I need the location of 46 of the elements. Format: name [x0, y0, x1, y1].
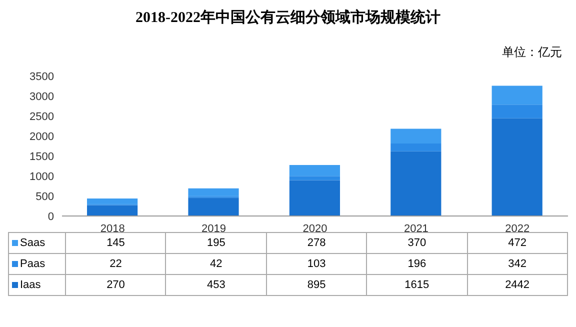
y-tick-label: 1500	[30, 150, 54, 163]
bar	[289, 180, 340, 216]
data-label: 195	[166, 233, 267, 253]
y-tick-label: 3500	[30, 70, 54, 83]
y-tick-label: 500	[36, 190, 54, 203]
legend-label: Iaas	[20, 279, 41, 291]
y-tick-label: 2000	[30, 130, 54, 143]
x-tick-label: 2022	[505, 222, 530, 235]
bar	[188, 188, 239, 196]
x-tick-label: 2021	[404, 222, 428, 235]
y-tick-label: 0	[48, 210, 54, 223]
y-tick-label: 2500	[30, 110, 54, 123]
text: 单位：亿元	[502, 44, 562, 61]
bar	[390, 128, 442, 144]
data-label: 342	[468, 254, 568, 274]
x-tick-label: 2019	[202, 222, 226, 235]
bar	[87, 205, 138, 216]
data-label: 453	[166, 275, 267, 295]
data-label: 370	[367, 233, 468, 253]
x-tick-label: 2020	[302, 222, 328, 235]
legend-label: Saas	[20, 237, 46, 249]
bar	[492, 86, 542, 105]
bar	[289, 164, 340, 176]
data-label: 2442	[468, 275, 568, 295]
x-tick-label: 2018	[100, 222, 125, 235]
bar	[390, 151, 442, 216]
data-label: 22	[66, 254, 166, 274]
bar	[188, 198, 239, 216]
data-label: 278	[266, 233, 368, 253]
bar	[492, 118, 542, 216]
data-label: 1615	[367, 275, 468, 295]
y-tick-label: 1000	[30, 170, 54, 183]
bar	[289, 176, 340, 180]
data-label: 145	[66, 233, 166, 253]
chart-title: 2018-2022年中国公有云细分领域市场规模统计	[134, 8, 442, 27]
bar	[492, 104, 542, 118]
y-tick-label: 3000	[30, 90, 54, 103]
legend-label: Paas	[20, 258, 46, 270]
data-label: 196	[367, 254, 468, 274]
data-label: 103	[266, 254, 368, 274]
bar	[390, 144, 442, 152]
data-label: 42	[166, 254, 267, 274]
data-label: 472	[468, 233, 568, 253]
data-label: 895	[266, 275, 368, 295]
bar	[87, 198, 138, 204]
data-label: 270	[66, 275, 166, 295]
